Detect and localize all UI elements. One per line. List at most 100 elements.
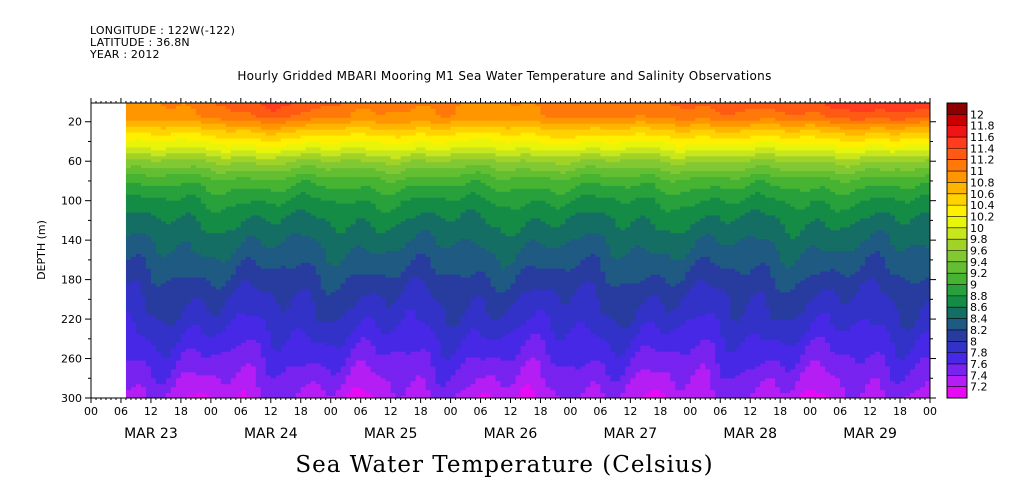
heatmap-cell <box>230 310 237 314</box>
heatmap-cell <box>190 165 197 169</box>
heatmap-cell <box>150 286 157 291</box>
heatmap-cell <box>215 209 222 214</box>
heatmap-cell <box>190 129 197 134</box>
heatmap-cell <box>150 387 157 391</box>
heatmap-cell <box>150 105 157 110</box>
heatmap-cell <box>205 108 212 113</box>
heatmap-cell <box>170 227 177 231</box>
heatmap-cell <box>160 396 167 398</box>
heatmap-cell <box>205 289 212 294</box>
heatmap-cell <box>215 218 222 222</box>
heatmap-cell <box>165 135 172 140</box>
heatmap-cell <box>175 363 182 368</box>
heatmap-cell <box>225 268 232 273</box>
heatmap-cell <box>175 230 182 234</box>
heatmap-cell <box>140 120 147 125</box>
heatmap-cell <box>185 191 192 196</box>
heatmap-cell <box>195 322 202 326</box>
heatmap-cell <box>135 108 142 113</box>
heatmap-cell <box>180 197 187 202</box>
heatmap-cell <box>145 277 152 282</box>
heatmap-cell <box>130 292 137 296</box>
heatmap-cell <box>180 162 187 166</box>
heatmap-cell <box>130 174 137 178</box>
heatmap-cell <box>125 242 132 246</box>
heatmap-cell <box>225 120 232 125</box>
heatmap-cell <box>125 156 132 160</box>
heatmap-cell <box>225 185 232 190</box>
heatmap-cell <box>160 277 167 282</box>
heatmap-cell <box>145 253 152 258</box>
heatmap-cell <box>155 236 162 240</box>
heatmap-cell <box>155 372 162 376</box>
heatmap-cell <box>175 212 182 217</box>
heatmap-cell <box>175 277 182 282</box>
heatmap-cell <box>205 262 212 267</box>
heatmap-cell <box>180 357 187 362</box>
heatmap-cell <box>130 171 137 175</box>
heatmap-cell <box>175 333 182 338</box>
heatmap-cell <box>215 162 222 166</box>
heatmap-cell <box>160 165 167 169</box>
heatmap-cell <box>200 342 207 347</box>
heatmap-cell <box>160 357 167 362</box>
heatmap-cell <box>190 120 197 125</box>
heatmap-cell <box>170 283 177 288</box>
heatmap-cell <box>130 117 137 122</box>
heatmap-cell <box>210 387 217 391</box>
heatmap-cell <box>190 301 197 305</box>
heatmap-cell <box>180 227 187 231</box>
heatmap-cell <box>130 271 137 276</box>
heatmap-cell <box>135 200 142 205</box>
heatmap-cell <box>170 357 177 362</box>
heatmap-cell <box>175 111 182 116</box>
heatmap-cell <box>190 262 197 267</box>
heatmap-cell <box>185 185 192 190</box>
heatmap-cell <box>160 174 167 178</box>
heatmap-cell <box>135 129 142 134</box>
heatmap-cell <box>155 366 162 370</box>
heatmap-cell <box>215 351 222 356</box>
heatmap-cell <box>180 316 187 320</box>
heatmap-cell <box>185 108 192 113</box>
heatmap-cell <box>185 316 192 320</box>
heatmap-cell <box>125 327 132 332</box>
heatmap-cell <box>130 197 137 202</box>
heatmap-cell <box>170 147 177 151</box>
heatmap-cell <box>145 348 152 353</box>
heatmap-cell <box>175 200 182 205</box>
heatmap-cell <box>210 117 217 122</box>
heatmap-cell <box>160 105 167 110</box>
heatmap-cell <box>160 393 167 397</box>
heatmap-cell <box>175 120 182 125</box>
heatmap-cell <box>155 262 162 267</box>
heatmap-cell <box>200 248 207 252</box>
heatmap-cell <box>155 209 162 214</box>
heatmap-cell <box>175 242 182 246</box>
heatmap-cell <box>145 310 152 314</box>
heatmap-cell <box>165 174 172 178</box>
heatmap-cell <box>185 375 192 379</box>
heatmap-cell <box>230 253 237 258</box>
heatmap-cell <box>175 132 182 137</box>
heatmap-cell <box>180 360 187 365</box>
heatmap-cell <box>210 265 217 270</box>
heatmap-cell <box>215 156 222 160</box>
heatmap-cell <box>170 375 177 379</box>
heatmap-cell <box>160 271 167 276</box>
heatmap-cell <box>130 215 137 220</box>
heatmap-cell <box>165 200 172 205</box>
heatmap-cell <box>210 132 217 137</box>
heatmap-cell <box>220 165 227 169</box>
heatmap-cell <box>175 262 182 267</box>
heatmap-cell <box>130 348 137 353</box>
heatmap-cell <box>135 351 142 356</box>
heatmap-cell <box>130 103 137 107</box>
heatmap-cell <box>175 319 182 323</box>
heatmap-cell <box>140 301 147 305</box>
heatmap-cell <box>200 295 207 299</box>
heatmap-cell <box>140 393 147 397</box>
heatmap-cell <box>210 384 217 388</box>
heatmap-cell <box>220 274 227 279</box>
